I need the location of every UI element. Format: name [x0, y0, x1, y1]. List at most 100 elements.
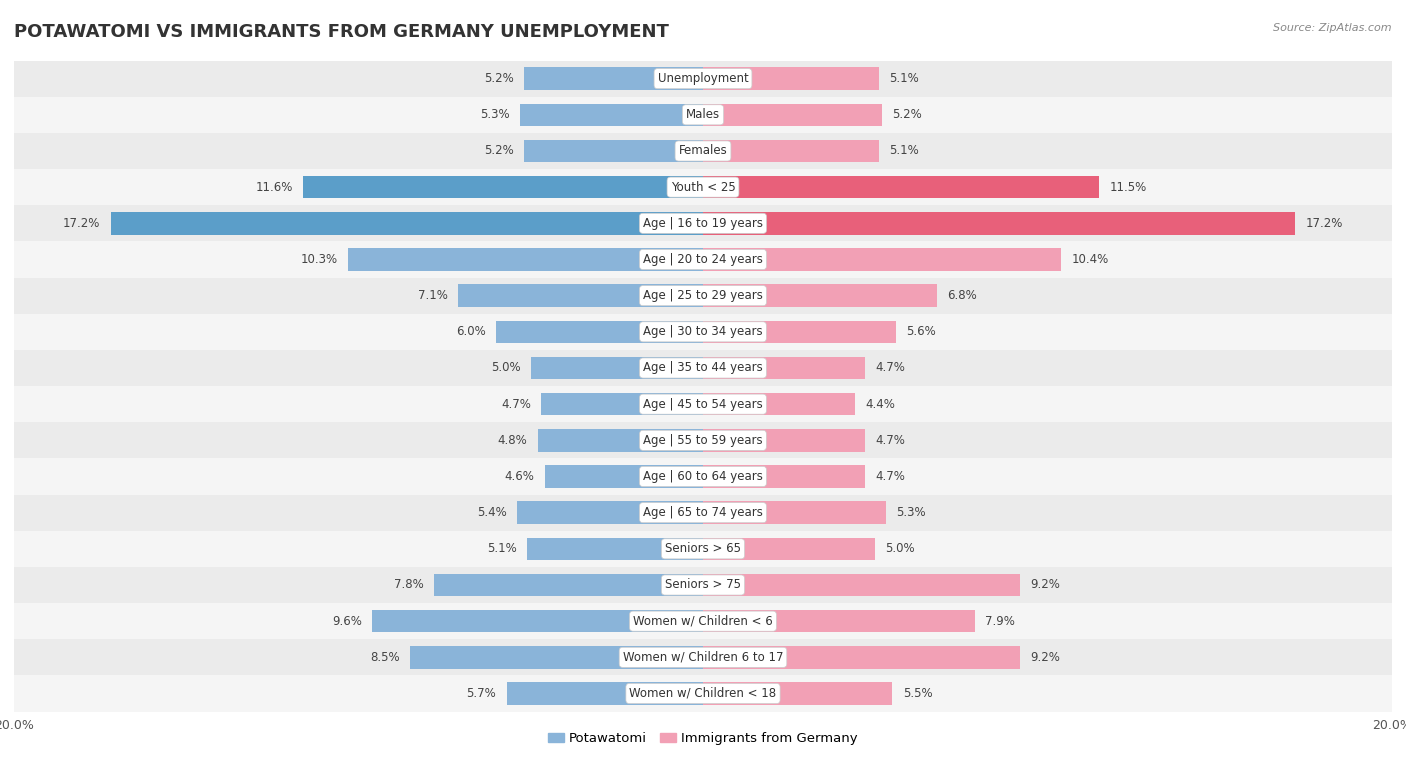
Bar: [14, 531, 1392, 567]
Text: 5.2%: 5.2%: [484, 145, 513, 157]
Bar: [524, 140, 703, 162]
Text: 5.7%: 5.7%: [467, 687, 496, 700]
Text: Males: Males: [686, 108, 720, 121]
Text: 4.7%: 4.7%: [875, 362, 905, 375]
Text: 17.2%: 17.2%: [1306, 217, 1343, 230]
Bar: [703, 501, 886, 524]
Bar: [496, 321, 703, 343]
Text: Females: Females: [679, 145, 727, 157]
Text: 10.4%: 10.4%: [1071, 253, 1109, 266]
Text: Age | 55 to 59 years: Age | 55 to 59 years: [643, 434, 763, 447]
Text: Seniors > 75: Seniors > 75: [665, 578, 741, 591]
Bar: [703, 537, 875, 560]
Text: 5.1%: 5.1%: [488, 542, 517, 556]
Text: Youth < 25: Youth < 25: [671, 181, 735, 194]
Text: Unemployment: Unemployment: [658, 72, 748, 85]
Text: Women w/ Children < 6: Women w/ Children < 6: [633, 615, 773, 628]
Text: Age | 45 to 54 years: Age | 45 to 54 years: [643, 397, 763, 410]
Bar: [703, 393, 855, 416]
Text: 7.1%: 7.1%: [418, 289, 449, 302]
Bar: [703, 574, 1019, 597]
Bar: [349, 248, 703, 271]
Text: 5.2%: 5.2%: [893, 108, 922, 121]
Bar: [703, 429, 865, 451]
Bar: [703, 466, 865, 488]
Bar: [544, 466, 703, 488]
Text: 4.7%: 4.7%: [501, 397, 531, 410]
Bar: [14, 494, 1392, 531]
Bar: [703, 140, 879, 162]
Text: 5.3%: 5.3%: [896, 506, 925, 519]
Bar: [14, 133, 1392, 169]
Text: 5.0%: 5.0%: [491, 362, 520, 375]
Bar: [304, 176, 703, 198]
Bar: [703, 67, 879, 90]
Bar: [111, 212, 703, 235]
Text: 5.4%: 5.4%: [477, 506, 506, 519]
Bar: [14, 350, 1392, 386]
Text: 4.7%: 4.7%: [875, 470, 905, 483]
Bar: [703, 212, 1295, 235]
Bar: [458, 285, 703, 307]
Bar: [14, 422, 1392, 459]
Bar: [434, 574, 703, 597]
Text: 7.8%: 7.8%: [394, 578, 425, 591]
Bar: [14, 169, 1392, 205]
Text: 5.0%: 5.0%: [886, 542, 915, 556]
Text: 10.3%: 10.3%: [301, 253, 337, 266]
Text: 11.5%: 11.5%: [1109, 181, 1147, 194]
Text: Age | 35 to 44 years: Age | 35 to 44 years: [643, 362, 763, 375]
Text: 5.2%: 5.2%: [484, 72, 513, 85]
Bar: [517, 501, 703, 524]
Bar: [527, 537, 703, 560]
Text: Women w/ Children < 18: Women w/ Children < 18: [630, 687, 776, 700]
Text: 4.7%: 4.7%: [875, 434, 905, 447]
Bar: [703, 248, 1062, 271]
Bar: [703, 285, 938, 307]
Bar: [14, 313, 1392, 350]
Text: 6.8%: 6.8%: [948, 289, 977, 302]
Text: 5.1%: 5.1%: [889, 72, 918, 85]
Bar: [14, 278, 1392, 313]
Bar: [531, 357, 703, 379]
Text: Age | 16 to 19 years: Age | 16 to 19 years: [643, 217, 763, 230]
Text: 4.6%: 4.6%: [505, 470, 534, 483]
Text: 9.6%: 9.6%: [332, 615, 361, 628]
Text: Age | 20 to 24 years: Age | 20 to 24 years: [643, 253, 763, 266]
Text: Age | 60 to 64 years: Age | 60 to 64 years: [643, 470, 763, 483]
Bar: [373, 610, 703, 632]
Bar: [506, 682, 703, 705]
Bar: [411, 646, 703, 668]
Text: 17.2%: 17.2%: [63, 217, 100, 230]
Text: 5.6%: 5.6%: [907, 326, 936, 338]
Text: Age | 25 to 29 years: Age | 25 to 29 years: [643, 289, 763, 302]
Text: 6.0%: 6.0%: [456, 326, 486, 338]
Bar: [14, 205, 1392, 241]
Text: Seniors > 65: Seniors > 65: [665, 542, 741, 556]
Bar: [537, 429, 703, 451]
Text: 8.5%: 8.5%: [370, 651, 399, 664]
Bar: [14, 567, 1392, 603]
Bar: [520, 104, 703, 126]
Text: Source: ZipAtlas.com: Source: ZipAtlas.com: [1274, 23, 1392, 33]
Text: 9.2%: 9.2%: [1031, 578, 1060, 591]
Bar: [14, 459, 1392, 494]
Text: 7.9%: 7.9%: [986, 615, 1015, 628]
Text: 9.2%: 9.2%: [1031, 651, 1060, 664]
Text: Age | 65 to 74 years: Age | 65 to 74 years: [643, 506, 763, 519]
Text: 5.1%: 5.1%: [889, 145, 918, 157]
Bar: [703, 321, 896, 343]
Bar: [703, 610, 976, 632]
Bar: [14, 603, 1392, 639]
Bar: [703, 357, 865, 379]
Text: 11.6%: 11.6%: [256, 181, 292, 194]
Bar: [703, 176, 1099, 198]
Text: 5.3%: 5.3%: [481, 108, 510, 121]
Bar: [703, 682, 893, 705]
Bar: [14, 97, 1392, 133]
Bar: [703, 104, 882, 126]
Text: 4.8%: 4.8%: [498, 434, 527, 447]
Bar: [524, 67, 703, 90]
Bar: [14, 386, 1392, 422]
Text: 4.4%: 4.4%: [865, 397, 894, 410]
